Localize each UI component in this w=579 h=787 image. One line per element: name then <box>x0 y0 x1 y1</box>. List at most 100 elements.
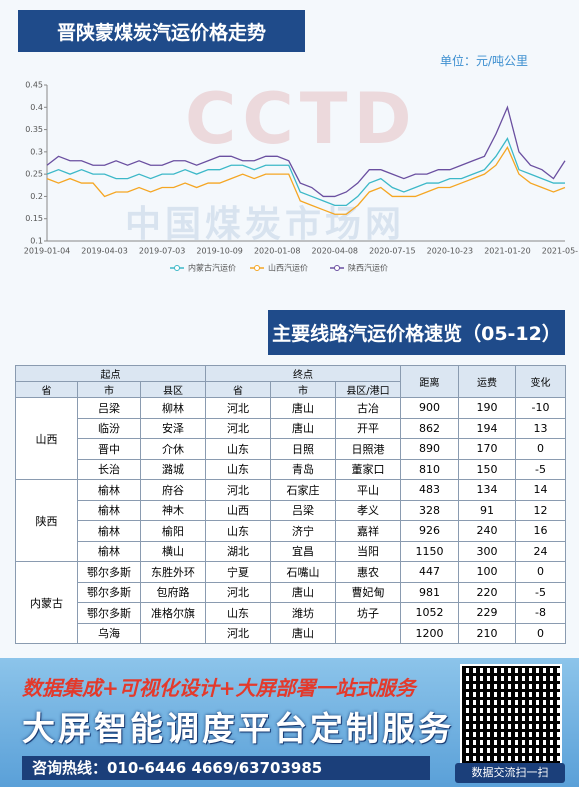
cell: 河北 <box>205 479 271 501</box>
chart: 0.1 0.15 0.2 0.25 0.3 0.35 0.4 0.45 2019-01-04 20… <box>24 81 579 273</box>
cell: 山东 <box>205 438 271 460</box>
cell: 坊子 <box>335 602 401 624</box>
series-line <box>46 137 565 206</box>
x-tick-label: 2019-04-03 <box>81 247 128 256</box>
cell: 河北 <box>205 581 271 603</box>
cell: 榆林 <box>77 540 141 562</box>
cell: -5 <box>515 458 566 480</box>
cell: 湖北 <box>205 540 271 562</box>
cell: 山西 <box>205 499 271 521</box>
cell: 董家口 <box>335 458 401 480</box>
cell: 900 <box>400 397 459 419</box>
header-cell: 省 <box>15 381 78 398</box>
cell: -10 <box>515 397 566 419</box>
y-tick-label: 0.1 <box>30 237 43 246</box>
header-cell: 运费 <box>458 365 516 398</box>
watermark-text: 中国煤炭市场网 <box>125 204 406 245</box>
cell: 唐山 <box>270 581 336 603</box>
cell: 日照港 <box>335 438 401 460</box>
cell: 潍坊 <box>270 602 336 624</box>
cell: 包府路 <box>140 581 206 603</box>
cell: 孝义 <box>335 499 401 521</box>
y-tick-label: 0.4 <box>30 103 43 112</box>
series-line <box>46 146 566 215</box>
legend-marker <box>174 265 180 271</box>
cell: 临汾 <box>77 417 141 439</box>
header-cell: 市 <box>270 381 336 398</box>
cell: 300 <box>458 540 516 562</box>
cell: 190 <box>458 397 516 419</box>
cell: 0 <box>515 622 566 644</box>
cell: 河北 <box>205 397 271 419</box>
cell: 石嘴山 <box>270 561 336 583</box>
cell: 唐山 <box>270 417 336 439</box>
header-cell: 终点 <box>205 365 401 382</box>
x-tick-label: 2020-07-15 <box>369 247 416 256</box>
header-cell: 县区 <box>140 381 206 398</box>
cell: -8 <box>515 602 566 624</box>
cell: 240 <box>458 520 516 542</box>
cell: 宁夏 <box>205 561 271 583</box>
x-tick-label: 2021-05-12 <box>542 247 579 256</box>
header-cell: 起点 <box>15 365 206 382</box>
cell: 准格尔旗 <box>140 602 206 624</box>
cell: 0 <box>515 438 566 460</box>
y-tick-label: 0.35 <box>25 125 43 134</box>
cell: 神木 <box>140 499 206 521</box>
cell: 嘉祥 <box>335 520 401 542</box>
section-title: 主要线路汽运价格速览（05-12） <box>268 310 565 355</box>
cell: 862 <box>400 417 459 439</box>
x-tick-label: 2019-01-04 <box>24 247 71 256</box>
cell: 吕梁 <box>77 397 141 419</box>
cell: 惠农 <box>335 561 401 583</box>
cell: 山西 <box>15 397 78 480</box>
table-row: 鄂尔多斯 包府路 河北 唐山 曹妃甸 981 220 -5 <box>16 581 566 603</box>
table-row: 起点 终点 距离 运费 变化 <box>15 365 566 398</box>
header-cell: 距离 <box>400 365 459 398</box>
hotline: 咨询热线：010-6446 4669/63703985 <box>22 756 430 780</box>
cell: 13 <box>515 417 566 439</box>
ad-banner: 数据集成+可视化设计+大屏部署一站式服务 大屏智能调度平台定制服务 咨询热线：0… <box>0 658 579 787</box>
cell: 170 <box>458 438 516 460</box>
cell <box>140 622 206 644</box>
banner-line2: 大屏智能调度平台定制服务 <box>22 709 454 748</box>
table-row: 内蒙古 鄂尔多斯 东胜外环 宁夏 石嘴山 惠农 447 100 0 <box>15 561 566 644</box>
y-tick-label: 0.25 <box>25 170 43 179</box>
cell: 100 <box>458 561 516 583</box>
cell: 平山 <box>335 479 401 501</box>
cell: 926 <box>400 520 459 542</box>
table-row: 长治 潞城 山东 青岛 董家口 810 150 -5 <box>16 458 566 480</box>
cell: 山东 <box>205 520 271 542</box>
cell: 长治 <box>77 458 141 480</box>
cell: 石家庄 <box>270 479 336 501</box>
legend-marker <box>334 265 340 271</box>
cell: 24 <box>515 540 566 562</box>
cell: 210 <box>458 622 516 644</box>
table-row: 晋中 介休 山东 日照 日照港 890 170 0 <box>16 438 566 460</box>
cell: 山东 <box>205 602 271 624</box>
cell: 河北 <box>205 417 271 439</box>
cell: 榆林 <box>77 499 141 521</box>
price-table: 起点 终点 距离 运费 变化省市县区省市县区/港口 山西 吕梁 柳林 河北 唐山 古冶 900 190-… <box>15 365 566 644</box>
cell: 150 <box>458 458 516 480</box>
cell: 14 <box>515 479 566 501</box>
cell: 194 <box>458 417 516 439</box>
cell: 唐山 <box>270 622 336 644</box>
cell: 唐山 <box>270 397 336 419</box>
cell: 483 <box>400 479 459 501</box>
banner-line1: 数据集成+可视化设计+大屏部署一站式服务 <box>22 676 416 700</box>
cell: 山东 <box>205 458 271 480</box>
cell: 横山 <box>140 540 206 562</box>
cell: 吕梁 <box>270 499 336 521</box>
cell: 榆林 <box>77 479 141 501</box>
table-row: 鄂尔多斯 准格尔旗 山东 潍坊 坊子 1052 229 -8 <box>16 602 566 624</box>
table-row: 省市县区省市县区/港口 <box>15 381 566 398</box>
table-row: 临汾 安泽 河北 唐山 开平 862 194 13 <box>16 417 566 439</box>
cell: 府谷 <box>140 479 206 501</box>
cell: 鄂尔多斯 <box>77 581 141 603</box>
header-cell: 变化 <box>515 365 566 398</box>
legend-label: 山西汽运价 <box>268 263 308 273</box>
table-row: 乌海 河北 唐山 1200 210 0 <box>16 622 566 644</box>
cell: 810 <box>400 458 459 480</box>
cell: 曹妃甸 <box>335 581 401 603</box>
